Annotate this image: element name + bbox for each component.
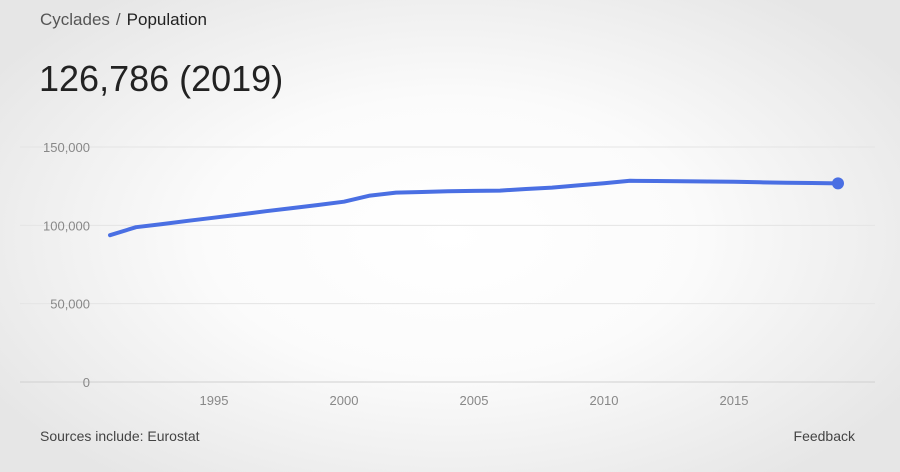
- headline-value: 126,786 (2019): [39, 58, 284, 99]
- x-tick-label: 1995: [200, 393, 229, 408]
- y-tick-label: 50,000: [50, 297, 90, 312]
- feedback-link[interactable]: Feedback: [793, 428, 855, 444]
- population-chart[interactable]: 0 50,000 100,000 150,000 1995 2000 2005 2010 201…: [0, 0, 900, 420]
- breadcrumb: Cyclades / Population: [40, 10, 207, 30]
- population-line: [108, 178, 840, 238]
- x-tick-label: 2000: [330, 393, 359, 408]
- sources-text: Sources include: Eurostat: [40, 428, 200, 444]
- y-tick-label: 0: [83, 375, 90, 390]
- last-data-point: [832, 177, 844, 190]
- breadcrumb-current: Population: [126, 10, 207, 29]
- breadcrumb-separator: /: [115, 10, 121, 29]
- y-tick-label: 100,000: [43, 218, 90, 233]
- breadcrumb-parent[interactable]: Cyclades: [40, 10, 110, 29]
- x-tick-label: 2010: [590, 393, 619, 408]
- x-tick-label: 2005: [460, 393, 489, 408]
- y-tick-label: 150,000: [43, 140, 90, 155]
- x-tick-label: 2015: [720, 393, 749, 408]
